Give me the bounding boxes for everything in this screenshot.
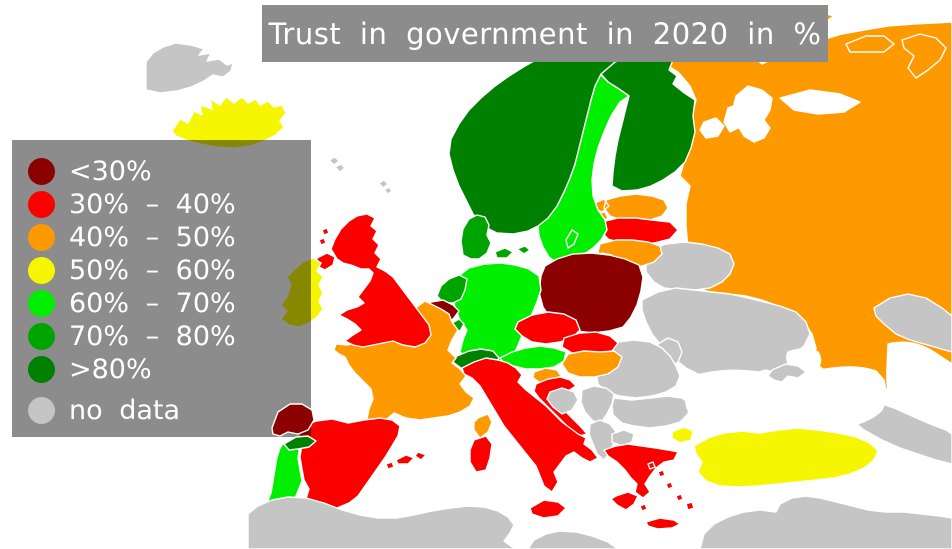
legend-item-50-60: 50% – 60% [28, 257, 311, 284]
page-title: Trust in government in 2020 in % [268, 16, 822, 51]
legend-swatch-no-data [28, 397, 55, 424]
region-latvia [599, 217, 679, 246]
region-bulgaria [611, 395, 691, 429]
region-middle-east [699, 495, 952, 549]
region-galicia [271, 403, 315, 437]
sea-kanin-strip [779, 89, 861, 115]
region-north-macedonia [611, 429, 635, 447]
region-iceland [171, 96, 287, 149]
region-turkey [671, 426, 879, 488]
legend-label: 30% – 40% [69, 189, 236, 220]
legend-label: 70% – 80% [69, 321, 236, 352]
region-greenland [145, 42, 234, 94]
legend-swatch-60-70 [28, 290, 55, 317]
legend-label: <30% [69, 156, 152, 187]
region-portugal-north [283, 435, 317, 451]
region-hungary [561, 350, 623, 378]
legend-item-no-data: no data [28, 397, 311, 424]
region-crimea [767, 363, 807, 383]
region-greece [603, 443, 695, 530]
region-spain [298, 417, 427, 512]
legend-label: 60% – 70% [69, 288, 236, 319]
region-ireland [280, 257, 324, 328]
sea-white-sea [699, 85, 773, 143]
region-kazakhstan [873, 293, 952, 353]
region-bosnia [546, 387, 579, 415]
region-gotland [565, 229, 579, 249]
legend: <30% 30% – 40% 40% – 50% 50% – 60% 60% – 70%… [12, 140, 311, 437]
legend-item-70-80: 70% – 80% [28, 323, 311, 350]
region-atlantic-islands [328, 156, 393, 195]
region-belarus [645, 241, 735, 291]
region-north-africa [247, 496, 619, 549]
region-germany [452, 262, 542, 367]
legend-item-40-50: 40% – 50% [28, 224, 311, 251]
legend-item-30-40: 30% – 40% [28, 191, 311, 218]
legend-swatch-40-50 [28, 224, 55, 251]
legend-item-lt30: <30% [28, 158, 311, 185]
region-serbia [580, 385, 615, 425]
title-bar [262, 5, 828, 62]
legend-box [12, 140, 311, 437]
legend-label: >80% [69, 354, 152, 385]
region-italy [461, 357, 599, 519]
legend-label: 40% – 50% [69, 222, 236, 253]
legend-swatch-70-80 [28, 323, 55, 350]
region-corsica [473, 413, 493, 439]
legend-label: no data [69, 395, 181, 426]
legend-label: 50% – 60% [69, 255, 236, 286]
legend-swatch-gt80 [28, 356, 55, 383]
region-denmark [460, 214, 531, 260]
legend-item-gt80: >80% [28, 356, 311, 383]
legend-swatch-30-40 [28, 191, 55, 218]
legend-item-60-70: 60% – 70% [28, 290, 311, 317]
region-uk [316, 213, 432, 348]
legend-swatch-lt30 [28, 158, 55, 185]
legend-swatch-50-60 [28, 257, 55, 284]
